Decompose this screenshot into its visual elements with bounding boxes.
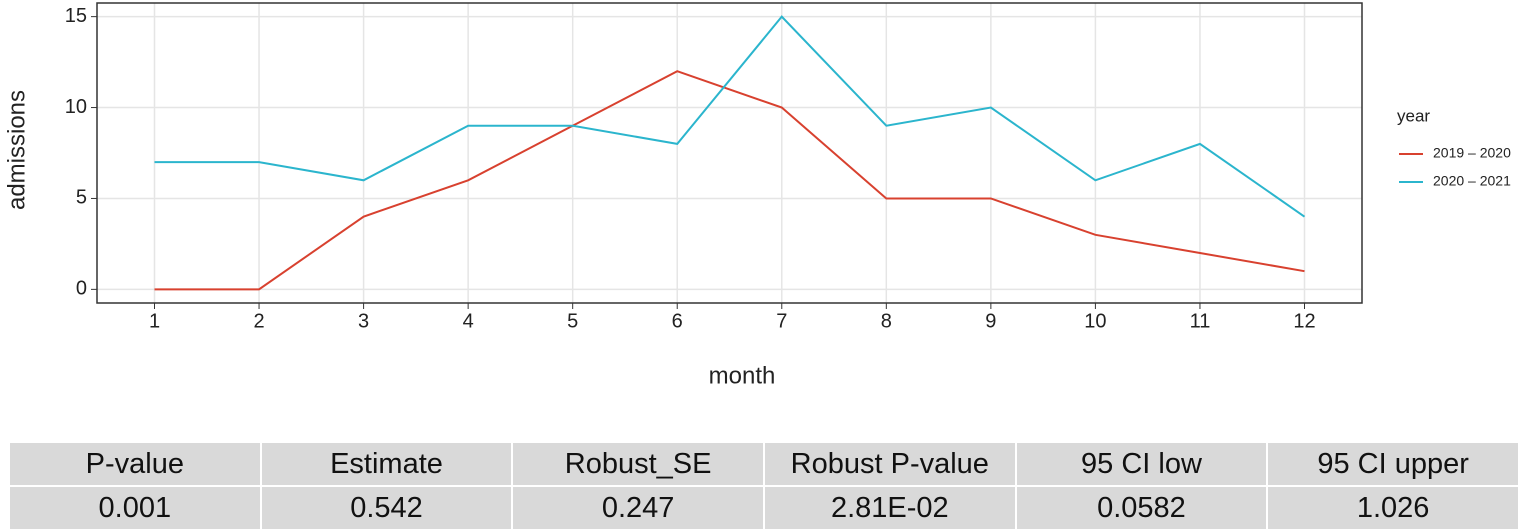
legend-label: 2019 – 2020 [1433, 145, 1511, 161]
column-header: 95 CI low [1014, 441, 1269, 487]
column-header: Robust_SE [511, 441, 765, 487]
y-tick-label: 10 [65, 96, 87, 118]
series-line [154, 15, 1306, 218]
column-header: Robust P-value [762, 441, 1017, 487]
table-cell: 0.247 [511, 485, 765, 531]
column-header: 95 CI upper [1266, 441, 1520, 487]
y-axis-title: admissions [3, 90, 30, 210]
x-tick-label: 2 [253, 310, 264, 332]
x-tick-label: 5 [567, 310, 578, 332]
table-cell: 0.001 [8, 485, 262, 531]
x-tick-label: 9 [985, 310, 996, 332]
x-tick-label: 3 [358, 310, 369, 332]
table-header: P-value Estimate Robust_SE Robust P-value 95… [8, 441, 1520, 487]
y-tick-label: 15 [65, 5, 87, 27]
legend-title: year [1397, 106, 1430, 125]
x-tick-label: 12 [1293, 310, 1315, 332]
x-tick-label: 1 [149, 310, 160, 332]
table-cell: 2.81E-02 [762, 485, 1017, 531]
x-tick-label: 7 [776, 310, 787, 332]
y-tick-label: 0 [76, 278, 87, 300]
table-cell: 1.026 [1266, 485, 1520, 531]
table-row: 0.001 0.542 0.247 2.81E-02 0.0582 1.026 [8, 485, 1520, 531]
x-tick-label: 10 [1084, 310, 1106, 332]
series-line [154, 70, 1305, 291]
table-cell: 0.0582 [1014, 485, 1269, 531]
x-tick-label: 11 [1190, 310, 1211, 332]
y-tick-label: 5 [76, 187, 87, 209]
x-tick-label: 4 [463, 310, 474, 332]
x-tick-label: 8 [881, 310, 892, 332]
x-axis-title: month [709, 362, 776, 389]
legend-label: 2020 – 2021 [1433, 173, 1511, 189]
stats-table: P-value Estimate Robust_SE Robust P-value 95… [8, 441, 1520, 531]
column-header: P-value [8, 441, 262, 487]
plot-border [96, 2, 1363, 304]
column-header: Estimate [259, 441, 514, 487]
table-cell: 0.542 [259, 485, 514, 531]
x-tick-label: 6 [672, 310, 683, 332]
